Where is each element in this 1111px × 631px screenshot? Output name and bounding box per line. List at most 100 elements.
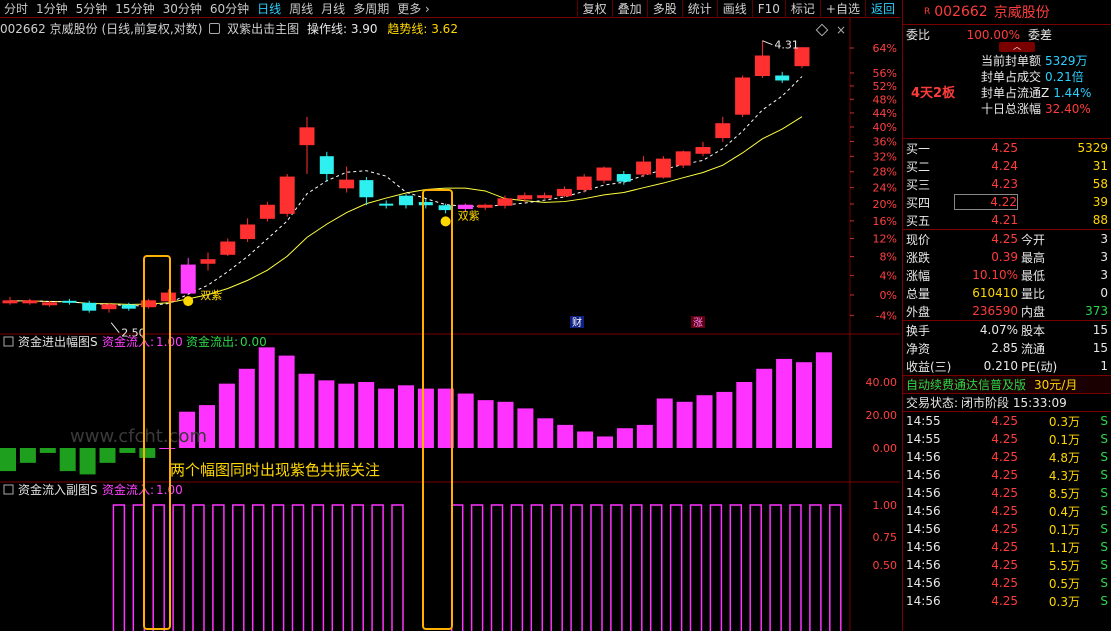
period-tab-4[interactable]: 30分钟 bbox=[162, 1, 202, 16]
pane-settings-icon[interactable] bbox=[3, 336, 14, 347]
tool-button-8[interactable]: 返回 bbox=[864, 0, 900, 18]
tool-button-5[interactable]: F10 bbox=[751, 0, 785, 18]
bid-row[interactable]: 买五 4.21 88 bbox=[903, 211, 1111, 229]
watermark: www.cfcht.com bbox=[70, 426, 207, 447]
pane-settings-icon[interactable] bbox=[3, 484, 14, 495]
op-line-value: 3.90 bbox=[350, 22, 378, 36]
candle-fill bbox=[478, 205, 493, 208]
ad-text[interactable]: 自动续费通达信普及版 bbox=[906, 378, 1027, 392]
money-bar bbox=[776, 358, 793, 448]
stat-value: 5329万 bbox=[1045, 54, 1088, 68]
pct-label: 32% bbox=[873, 150, 897, 163]
pct-label: 24% bbox=[873, 182, 897, 195]
bid-row[interactable]: 买三 4.23 58 bbox=[903, 175, 1111, 193]
ad-price[interactable]: 30元/月 bbox=[1034, 378, 1078, 392]
period-tab-6[interactable]: 日线 bbox=[257, 1, 282, 16]
flow-signal-bar bbox=[192, 504, 205, 631]
settings-icon[interactable] bbox=[209, 23, 221, 34]
tick-volume: 5.5万 bbox=[1048, 558, 1080, 573]
flow-signal-bar bbox=[530, 504, 544, 631]
close-icon[interactable]: × bbox=[836, 23, 846, 37]
quote-value-2: 0 bbox=[1100, 286, 1108, 300]
fund-label: 净资 bbox=[906, 341, 931, 356]
bid-label: 买二 bbox=[906, 159, 931, 174]
candle-fill bbox=[201, 259, 215, 264]
tool-button-2[interactable]: 多股 bbox=[646, 0, 682, 18]
candle-body bbox=[82, 302, 97, 311]
quote-label: 外盘 bbox=[906, 304, 931, 319]
tick-row: 14:56 4.25 0.5万 S bbox=[903, 574, 1111, 592]
candle-fill bbox=[696, 147, 710, 154]
candle-fill bbox=[260, 205, 275, 219]
fund-label-2: 股本 bbox=[1021, 323, 1046, 338]
candle-fill bbox=[240, 224, 255, 239]
period-tab-10[interactable]: 更多 › bbox=[397, 1, 430, 16]
chevron-up-icon[interactable]: ︿ bbox=[999, 42, 1035, 52]
tick-volume: 0.5万 bbox=[1048, 576, 1080, 591]
bid-price: 4.23 bbox=[991, 177, 1018, 191]
quote-value-2: 373 bbox=[1085, 304, 1108, 318]
ad-bar[interactable]: 自动续费通达信普及版 30元/月 bbox=[903, 375, 1111, 393]
resonance-highlight-box bbox=[422, 189, 453, 630]
tool-button-4[interactable]: 画线 bbox=[716, 0, 752, 18]
period-tab-9[interactable]: 多周期 bbox=[353, 1, 390, 16]
flow-signal-bar bbox=[132, 504, 146, 631]
diamond-icon[interactable] bbox=[815, 23, 829, 37]
stat-row: 当前封单额 5329万 bbox=[981, 52, 1091, 68]
quote-value: 10.10% bbox=[972, 268, 1018, 282]
finance-marker[interactable] bbox=[570, 316, 584, 328]
quote-label: 现价 bbox=[906, 232, 931, 247]
period-tab-5[interactable]: 60分钟 bbox=[209, 1, 250, 16]
period-tab-7[interactable]: 周线 bbox=[289, 1, 314, 16]
flow-signal-bar bbox=[212, 504, 225, 631]
bid-row[interactable]: 买一 4.25 5329 bbox=[903, 139, 1111, 157]
period-tab-2[interactable]: 5分钟 bbox=[75, 1, 108, 16]
tool-button-6[interactable]: 标记 bbox=[784, 0, 820, 18]
bid-row[interactable]: 买四 4.22 39 bbox=[903, 193, 1111, 211]
finance-marker-label: 财 bbox=[572, 316, 582, 329]
candle-body bbox=[319, 156, 334, 175]
period-tab-8[interactable]: 月线 bbox=[321, 1, 346, 16]
tick-volume: 1.1万 bbox=[1048, 540, 1080, 555]
quote-row: 现价 4.25 今开 3 bbox=[903, 230, 1111, 248]
quote-value-2: 3 bbox=[1100, 250, 1108, 264]
candle-body bbox=[457, 204, 473, 209]
money-bag-icon bbox=[440, 216, 451, 227]
money-bar bbox=[258, 347, 275, 448]
tool-button-1[interactable]: 叠加 bbox=[611, 0, 647, 18]
limit-up-marker[interactable] bbox=[691, 316, 705, 328]
bid-price: 4.22 bbox=[954, 194, 1018, 210]
period-tab-3[interactable]: 15分钟 bbox=[115, 1, 155, 16]
money-out-label: 资金流出: bbox=[186, 334, 238, 349]
flow-signal-bar bbox=[112, 504, 126, 631]
chart-canvas[interactable]: 64% 56%52%48%44%40%36% 32% 28% 24% 20% 16% 12% 8… bbox=[0, 18, 902, 631]
money-pane-title: 资金进出幅图S bbox=[18, 334, 98, 349]
pct-label: 52% bbox=[873, 80, 897, 93]
tick-side: S bbox=[1100, 522, 1108, 536]
indicator-name[interactable]: 双紫出击主图 bbox=[227, 22, 300, 36]
flow-signal-bar bbox=[291, 504, 305, 631]
quote-row: 涨幅 10.10% 最低 3 bbox=[903, 266, 1111, 284]
money-bar bbox=[59, 448, 76, 472]
candle-body bbox=[62, 300, 77, 303]
bid-row[interactable]: 买二 4.24 31 bbox=[903, 157, 1111, 175]
candle-body bbox=[418, 202, 433, 206]
tool-button-0[interactable]: 复权 bbox=[576, 0, 612, 18]
bid-label: 买四 bbox=[906, 195, 931, 210]
money-bar bbox=[597, 436, 613, 448]
money-bar bbox=[378, 388, 395, 448]
tool-button-3[interactable]: 统计 bbox=[681, 0, 717, 18]
trend-line-value: 3.62 bbox=[431, 22, 458, 36]
stat-label: 封单占成交 bbox=[981, 70, 1042, 84]
money-bar bbox=[0, 448, 16, 472]
candle-fill bbox=[141, 300, 156, 307]
collapse-toggle[interactable]: ︿ bbox=[903, 42, 1111, 52]
sub-pane-title: 资金流入副图S bbox=[18, 482, 98, 497]
tool-button-7[interactable]: +自选 bbox=[819, 0, 865, 18]
period-tab-0[interactable]: 分时 bbox=[4, 1, 29, 16]
money-bar bbox=[815, 352, 832, 448]
bid-label: 买五 bbox=[906, 213, 931, 228]
stat-value: 32.40% bbox=[1045, 102, 1091, 116]
pct-label: 8% bbox=[880, 251, 897, 264]
period-tab-1[interactable]: 1分钟 bbox=[36, 1, 68, 16]
